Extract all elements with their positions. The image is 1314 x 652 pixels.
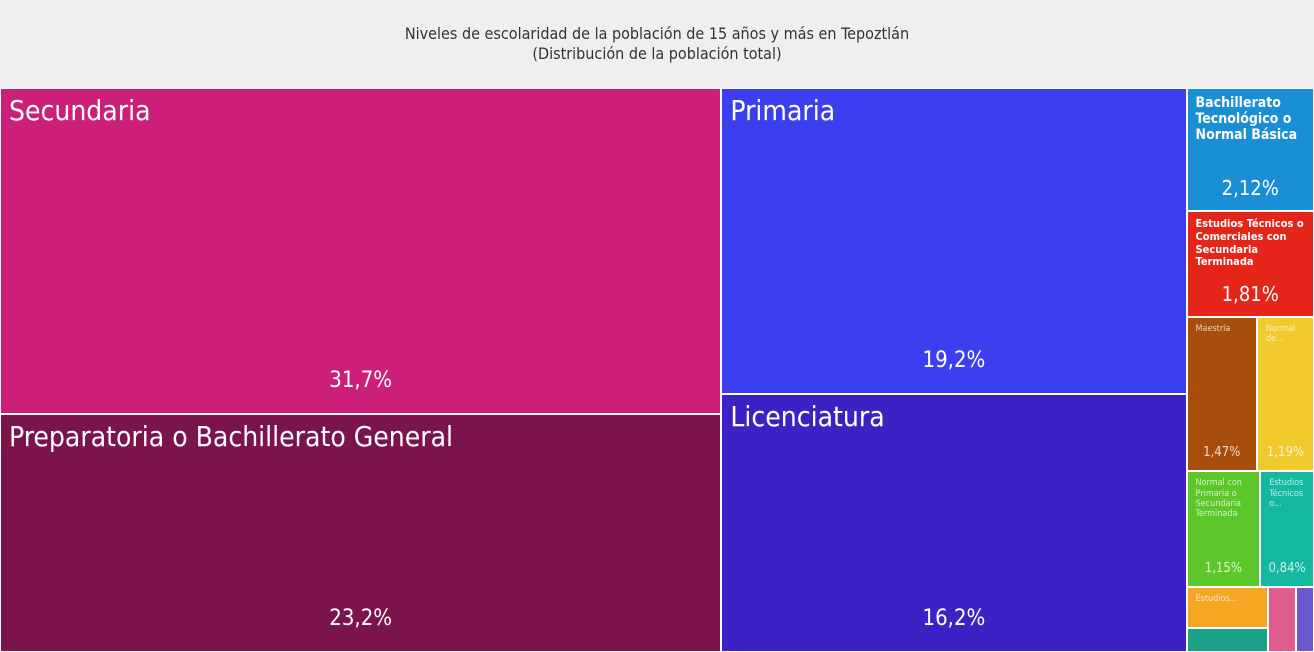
tile: Preparatoria o Bachillerato General 23,2% bbox=[0, 413, 722, 652]
tile-label: Maestría bbox=[1195, 323, 1231, 334]
chart-header: Niveles de escolaridad de la población d… bbox=[0, 0, 1314, 88]
tile: Estudios Técnicos o... 0,84% bbox=[1260, 471, 1314, 587]
tile-value: 1,19% bbox=[1266, 445, 1305, 461]
tile-value: 0,84% bbox=[1268, 560, 1306, 576]
tile-value: 1,47% bbox=[1203, 445, 1241, 461]
treemap: Secundaria 31,7% Preparatoria o Bachillera… bbox=[0, 88, 1314, 652]
tile-label: Secundaria bbox=[9, 94, 151, 127]
tile-label: Estudios Técnicos o... bbox=[1269, 478, 1304, 509]
tile-label: Licenciatura bbox=[730, 399, 885, 433]
tile-value: 2,12% bbox=[1221, 176, 1279, 201]
tile bbox=[1268, 586, 1296, 652]
tile-label: Normal con Primaria o Secundaria Termina… bbox=[1195, 478, 1242, 520]
chart-subtitle: (Distribución de la población total) bbox=[532, 44, 782, 63]
tile bbox=[1186, 628, 1269, 652]
chart-title: Niveles de escolaridad de la población d… bbox=[404, 24, 910, 43]
tile-label: Preparatoria o Bachillerato General bbox=[9, 419, 454, 453]
tile-value: 31,7% bbox=[329, 367, 393, 393]
tile-value: 1,81% bbox=[1221, 281, 1279, 306]
tile: Normal de... 1,19% bbox=[1256, 316, 1314, 472]
tile-label: Estudios... bbox=[1195, 593, 1238, 604]
tile: Bachillerato Tecnológico o Normal Básica… bbox=[1186, 88, 1314, 212]
tile-label: Normal de... bbox=[1265, 323, 1296, 344]
tile-value: 16,2% bbox=[922, 605, 986, 631]
tile-label: Estudios Técnicos o Comerciales con Secu… bbox=[1195, 217, 1304, 269]
tile: Estudios Técnicos o Comerciales con Secu… bbox=[1186, 211, 1314, 317]
tile: Primaria 19,2% bbox=[721, 88, 1187, 394]
tile: Maestría 1,47% bbox=[1186, 316, 1257, 472]
tile: Normal con Primaria o Secundaria Termina… bbox=[1186, 471, 1261, 587]
tile-label: Primaria bbox=[730, 94, 836, 127]
tile bbox=[1295, 586, 1314, 652]
tile-value: 23,2% bbox=[329, 605, 393, 631]
tile: Licenciatura 16,2% bbox=[721, 393, 1187, 652]
tile: Secundaria 31,7% bbox=[0, 88, 722, 414]
tile-value: 1,15% bbox=[1204, 560, 1242, 576]
tile-value: 19,2% bbox=[922, 347, 986, 373]
tile: Estudios... bbox=[1186, 586, 1269, 629]
tile-label: Bachillerato Tecnológico o Normal Básica bbox=[1195, 95, 1298, 144]
